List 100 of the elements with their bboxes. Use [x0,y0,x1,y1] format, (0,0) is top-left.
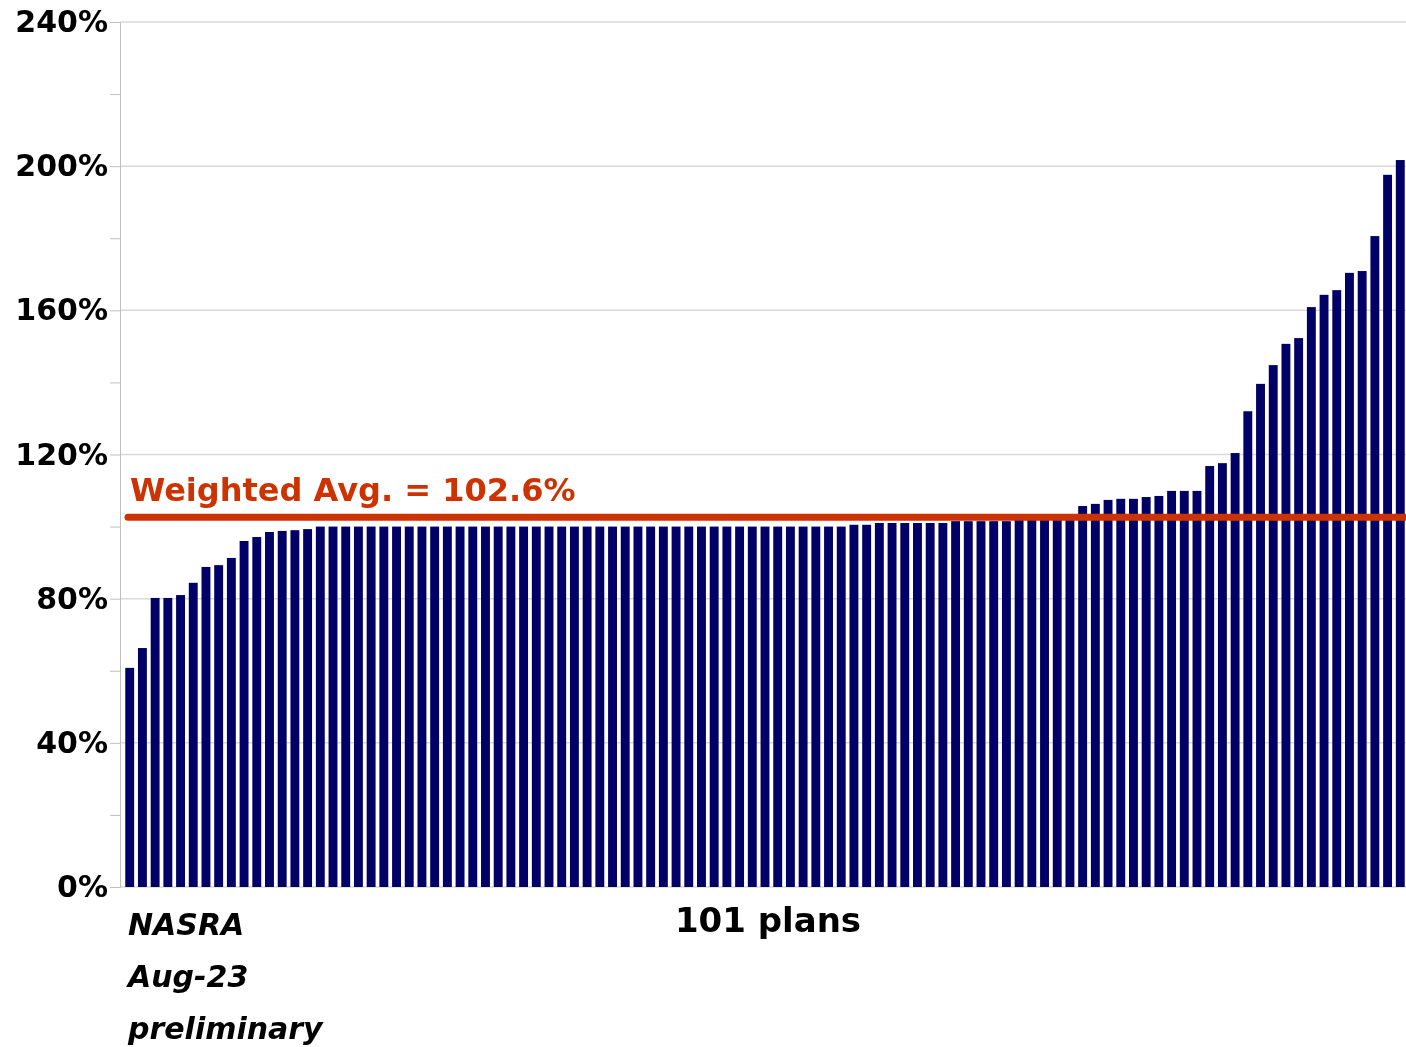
bar [925,522,935,887]
bar [900,522,910,887]
bar [938,522,948,887]
bar [379,526,389,887]
y-tick-label: 160% [15,292,108,328]
bar [1383,174,1393,887]
bar [1370,236,1380,887]
bar [1268,365,1278,887]
bar [544,526,554,887]
bar [684,526,694,887]
bar [366,526,376,887]
bar [595,526,605,887]
text: NASRA Aug-23 preliminary [126,907,325,1046]
bar [1332,290,1342,887]
bar [481,526,490,887]
bar [735,526,745,887]
bar [1090,503,1100,887]
bar [1306,307,1316,887]
bar [697,526,706,887]
bar [176,595,185,887]
bar [137,648,147,887]
bar [1040,519,1049,887]
bar [1129,498,1138,887]
bar [1243,411,1253,887]
bar [658,526,668,887]
bar [989,521,999,887]
bar [201,566,211,887]
bar [1052,519,1062,887]
bar [951,521,961,887]
y-tick-label: 120% [15,436,108,472]
bar [277,530,287,887]
bar [747,526,757,887]
bar [265,531,274,887]
bar [722,526,732,887]
bar [430,526,440,887]
bar [341,526,351,887]
bar [836,526,846,887]
bar [798,526,808,887]
bar [125,667,135,887]
bar [963,521,973,887]
bar [824,526,833,887]
bar [1179,490,1189,887]
ref-line-label: Weighted Avg. = 102.6% [130,471,576,510]
bar [252,537,262,887]
bar [214,565,224,887]
bar [1294,338,1304,887]
bar [557,526,567,887]
y-tick-label: 40% [36,724,108,760]
bar [392,526,401,887]
bar [531,526,541,887]
bar [468,526,478,887]
bar [239,541,249,887]
y-tick-label: 240% [15,4,108,40]
bar [1217,463,1227,887]
bar [1141,497,1151,887]
bar [1154,495,1164,887]
bar [811,526,821,887]
bar [1395,160,1405,887]
bar [1256,383,1265,887]
bar [506,526,516,887]
bar [455,526,465,887]
bar [620,526,630,887]
bar [849,524,859,887]
bar [188,582,198,887]
bar [1230,453,1240,887]
bar [785,526,795,887]
bar [773,526,783,887]
bar [226,557,236,887]
bar [569,526,579,887]
bar [404,526,414,887]
bar [760,526,770,887]
y-tick-label: 200% [15,148,108,184]
bar [1027,519,1037,887]
bar [1116,498,1126,887]
bar [874,522,884,887]
bar [887,522,897,887]
bar [328,526,338,887]
x-axis-title: 101 plans [674,900,862,940]
bar [1014,519,1024,887]
bar [582,526,592,887]
bar [353,526,363,887]
bar [1167,490,1177,887]
bar [1281,343,1291,887]
bar [709,526,719,887]
bar [519,526,529,887]
bar [1345,272,1354,887]
bar [976,521,986,887]
bar [862,524,872,887]
bar [1078,506,1088,887]
bar [1001,521,1011,887]
bar [303,529,313,887]
bar [163,597,173,887]
y-tick-label: 80% [36,580,108,616]
bar [417,526,427,887]
bar [150,597,160,887]
bar [608,526,617,887]
bar [913,522,922,887]
bar [1065,519,1075,887]
bar [290,530,300,887]
bar [671,526,681,887]
